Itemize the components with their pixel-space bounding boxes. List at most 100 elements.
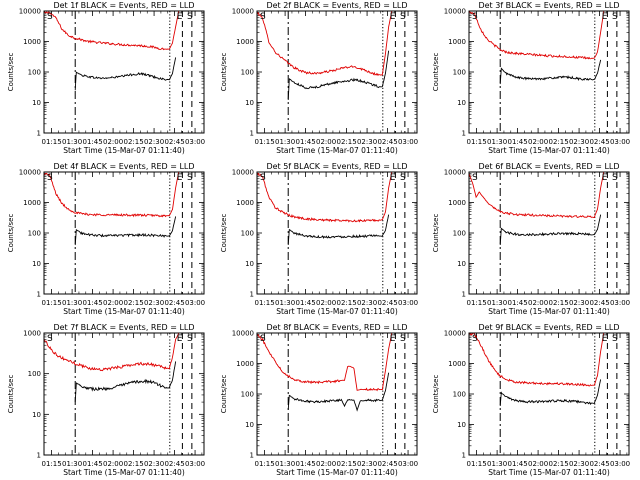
plot-frame [256, 171, 418, 295]
series-events-line [287, 50, 390, 101]
series-events-line [74, 361, 177, 402]
y-tick-label: 100 [453, 69, 466, 77]
x-tick-label: 02:15 [336, 138, 356, 146]
series-lld-line [44, 172, 180, 218]
marker-s-label: S [612, 334, 618, 344]
marker-e-label: E [177, 12, 183, 22]
x-tick-label: 02:45 [164, 138, 184, 146]
chart-title: Det 5f BLACK = Events, RED = LLD [266, 162, 407, 171]
y-tick-label: 1 [37, 291, 41, 299]
x-tick-label: 01:15 [467, 460, 487, 468]
x-tick-label: 02:15 [336, 460, 356, 468]
x-axis-label: Start Time (15-Mar-07 01:11:40) [488, 146, 610, 155]
x-axis-label: Start Time (15-Mar-07 01:11:40) [276, 468, 398, 477]
y-tick-label: 10 [32, 99, 41, 107]
x-tick-label: 02:45 [589, 299, 609, 307]
y-tick-label: 1 [37, 452, 41, 460]
y-tick-label: 1000 [448, 360, 466, 368]
x-axis-label: Start Time (15-Mar-07 01:11:40) [63, 307, 185, 316]
x-axis-label: Start Time (15-Mar-07 01:11:40) [63, 468, 185, 477]
x-tick-label: 02:15 [123, 138, 143, 146]
y-tick-label: 100 [28, 69, 41, 77]
y-tick-label: 1000 [236, 38, 254, 46]
y-tick-label: 1 [250, 452, 254, 460]
y-tick-label: 1 [37, 130, 41, 138]
series-events-line [287, 372, 390, 412]
panel-grid: Det 1f BLACK = Events, RED = LLD Counts/s… [7, 1, 630, 477]
y-tick-label: 10 [245, 421, 254, 429]
marker-s-label: S [187, 334, 193, 344]
x-tick-label: 01:15 [255, 460, 275, 468]
y-tick-label: 100 [241, 391, 254, 399]
y-axis-label: Counts/sec [432, 375, 440, 414]
x-tick-label: 02:00 [528, 138, 548, 146]
plot-frame [43, 10, 205, 134]
y-tick-label: 100 [453, 391, 466, 399]
y-tick-label: 10000 [232, 169, 254, 177]
x-tick-label: 01:45 [83, 460, 103, 468]
x-tick-label: 02:00 [103, 460, 123, 468]
x-tick-label: 02:15 [548, 460, 568, 468]
marker-e-label: E [390, 334, 396, 344]
marker-s-start-label: S [47, 173, 53, 183]
plot-frame [256, 10, 418, 134]
x-tick-label: 01:30 [275, 138, 295, 146]
y-tick-label: 1 [250, 130, 254, 138]
y-tick-label: 1 [462, 291, 466, 299]
x-tick-label: 01:45 [296, 138, 316, 146]
x-tick-label: 01:15 [42, 138, 62, 146]
x-tick-label: 02:30 [357, 138, 377, 146]
y-axis-label: Counts/sec [432, 53, 440, 92]
x-tick-label: 01:45 [508, 460, 528, 468]
marker-s-start-label: S [260, 334, 266, 344]
x-tick-label: 02:45 [589, 460, 609, 468]
y-tick-label: 1 [462, 452, 466, 460]
series-lld-line [44, 11, 180, 51]
x-tick-label: 01:15 [255, 138, 275, 146]
y-tick-label: 10000 [19, 8, 41, 16]
x-tick-label: 02:00 [103, 299, 123, 307]
y-tick-label: 10000 [232, 330, 254, 338]
y-axis-label: Counts/sec [220, 375, 228, 414]
y-axis-label: Counts/sec [220, 53, 228, 92]
x-tick-label: 01:30 [487, 138, 507, 146]
y-tick-label: 100 [241, 230, 254, 238]
x-axis-label: Start Time (15-Mar-07 01:11:40) [276, 307, 398, 316]
x-tick-label: 02:30 [569, 460, 589, 468]
x-tick-label: 02:00 [528, 460, 548, 468]
marker-s-start-label: S [472, 334, 478, 344]
marker-s-label: S [187, 12, 193, 22]
marker-e-label: E [390, 12, 396, 22]
x-tick-label: 02:45 [377, 299, 397, 307]
x-tick-label: 02:00 [528, 299, 548, 307]
y-axis-label: Counts/sec [220, 214, 228, 253]
marker-e-label: E [390, 173, 396, 183]
x-tick-label: 02:15 [123, 460, 143, 468]
y-tick-label: 10000 [232, 8, 254, 16]
y-tick-label: 10 [245, 260, 254, 268]
x-tick-label: 03:00 [185, 138, 205, 146]
x-tick-label: 02:45 [164, 460, 184, 468]
marker-s-label: S [187, 173, 193, 183]
series-lld-line [469, 172, 605, 219]
x-tick-label: 03:00 [610, 299, 630, 307]
y-tick-label: 10 [457, 99, 466, 107]
series-lld-line [257, 333, 393, 392]
x-tick-label: 03:00 [398, 299, 418, 307]
chart-title: Det 8f BLACK = Events, RED = LLD [266, 323, 407, 332]
x-tick-label: 02:30 [569, 138, 589, 146]
chart-panel-6f: Det 6f BLACK = Events, RED = LLD Counts/s… [432, 162, 630, 316]
marker-s-start-label: S [260, 12, 266, 22]
plot-frame [43, 332, 205, 456]
chart-panel-7f: Det 7f BLACK = Events, RED = LLD Counts/s… [7, 323, 205, 477]
y-tick-label: 1000 [236, 360, 254, 368]
x-tick-label: 02:30 [569, 299, 589, 307]
y-tick-label: 10000 [444, 169, 466, 177]
chart-panel-5f: Det 5f BLACK = Events, RED = LLD Counts/s… [220, 162, 418, 316]
x-tick-label: 02:00 [316, 299, 336, 307]
marker-s-start-label: S [47, 334, 53, 344]
plot-frame [468, 171, 630, 295]
chart-title: Det 2f BLACK = Events, RED = LLD [266, 1, 407, 10]
x-tick-label: 02:15 [123, 299, 143, 307]
x-tick-label: 02:15 [548, 299, 568, 307]
